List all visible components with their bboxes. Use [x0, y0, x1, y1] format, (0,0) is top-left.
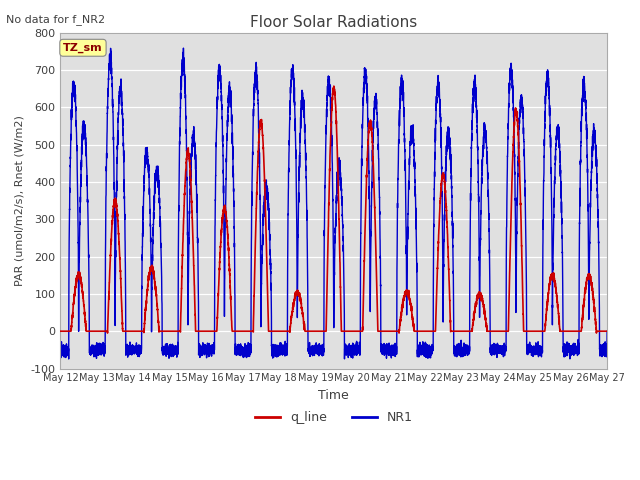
Text: TZ_sm: TZ_sm	[63, 43, 103, 53]
Legend: q_line, NR1: q_line, NR1	[250, 407, 418, 430]
X-axis label: Time: Time	[318, 389, 349, 402]
Y-axis label: PAR (umol/m2/s), Rnet (W/m2): PAR (umol/m2/s), Rnet (W/m2)	[15, 115, 25, 286]
Text: No data for f_NR2: No data for f_NR2	[6, 14, 106, 25]
Title: Floor Solar Radiations: Floor Solar Radiations	[250, 15, 417, 30]
